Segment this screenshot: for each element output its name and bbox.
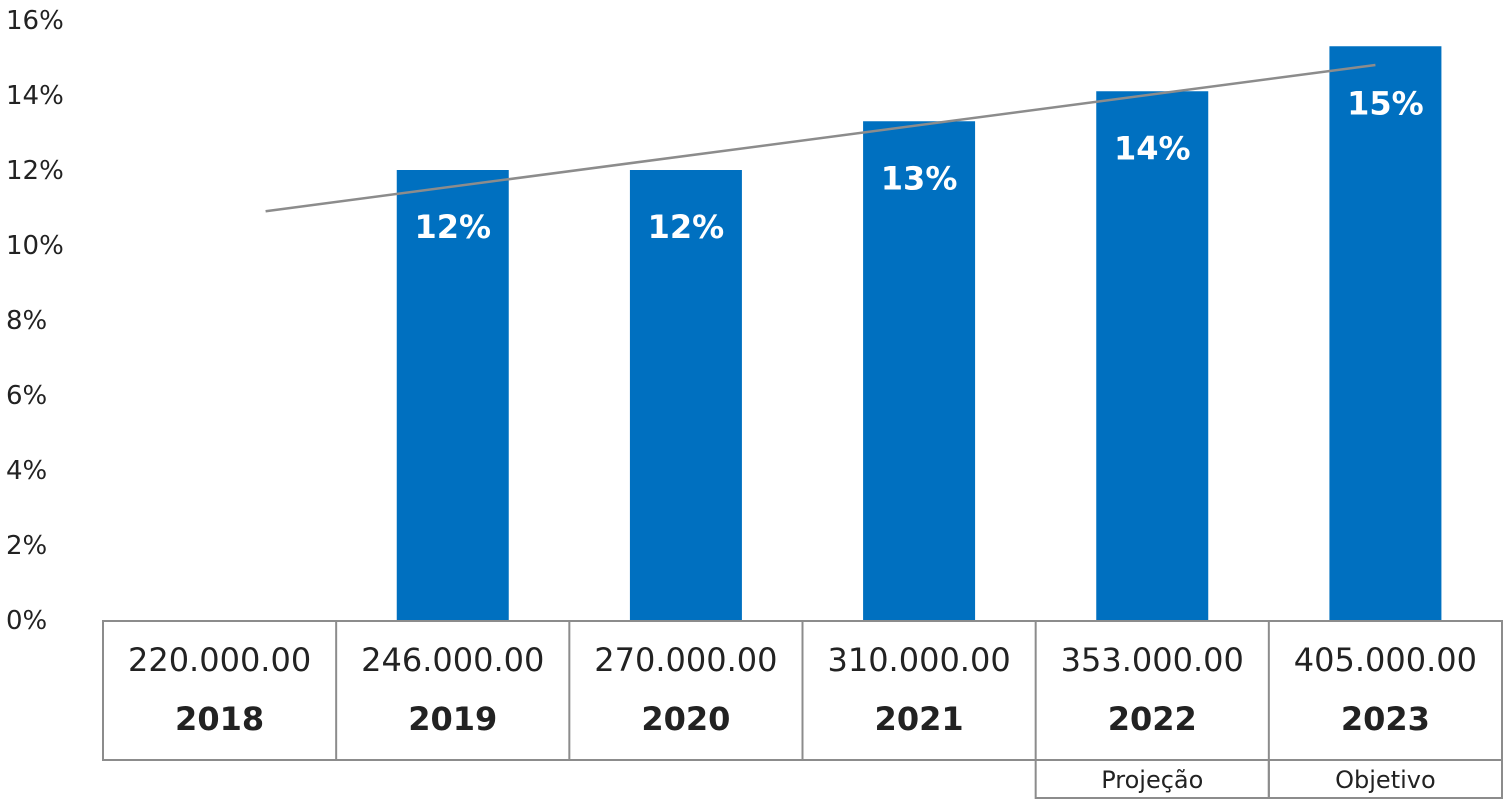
category-label: 2021 (875, 700, 964, 738)
y-tick-label: 10% (6, 231, 64, 261)
table-value: 270.000.00 (594, 641, 777, 679)
note-label: Projeção (1101, 766, 1203, 794)
bar-2023 (1329, 46, 1442, 620)
bar-value-label: 14% (1114, 129, 1191, 167)
y-tick-label: 14% (6, 81, 64, 111)
table-value: 353.000.00 (1061, 641, 1244, 679)
data-table: 220.000.00 2018 246.000.00 2019 270.000.00 20… (102, 620, 1503, 761)
bar-value-label: 13% (881, 159, 958, 197)
category-label: 2023 (1341, 700, 1430, 738)
bar-2022 (1096, 91, 1209, 620)
y-tick-label: 0% (6, 606, 47, 636)
category-label: 2022 (1108, 700, 1197, 738)
bar-2020 (629, 170, 742, 620)
trendline (265, 63, 1376, 213)
category-label: 2020 (641, 700, 730, 738)
category-label: 2019 (408, 700, 497, 738)
bar-2019 (396, 170, 509, 620)
bar-value-label: 12% (648, 208, 725, 246)
y-tick-label: 16% (6, 6, 64, 36)
bar-value-label: 12% (414, 208, 491, 246)
table-value: 310.000.00 (827, 641, 1010, 679)
y-tick-label: 8% (6, 306, 47, 336)
y-tick-label: 2% (6, 531, 47, 561)
note-label: Objetivo (1335, 766, 1436, 794)
bar-value-label: 15% (1347, 84, 1424, 122)
y-tick-label: 6% (6, 381, 47, 411)
y-axis: 0% 2% 4% 6% 8% 10% 12% 14% 16% (6, 6, 64, 636)
bars: 12% 12% 13% 14% 15% (396, 46, 1442, 620)
table-value: 220.000.00 (128, 641, 311, 679)
y-tick-label: 12% (6, 156, 64, 186)
bar-2021 (863, 121, 976, 620)
table-value: 405.000.00 (1294, 641, 1477, 679)
table-value: 246.000.00 (361, 641, 544, 679)
category-label: 2018 (175, 700, 264, 738)
y-tick-label: 4% (6, 456, 47, 486)
trendline-segment (265, 63, 1376, 213)
notes-row: Projeção Objetivo (1034, 759, 1504, 799)
note-cell (1267, 759, 1504, 799)
